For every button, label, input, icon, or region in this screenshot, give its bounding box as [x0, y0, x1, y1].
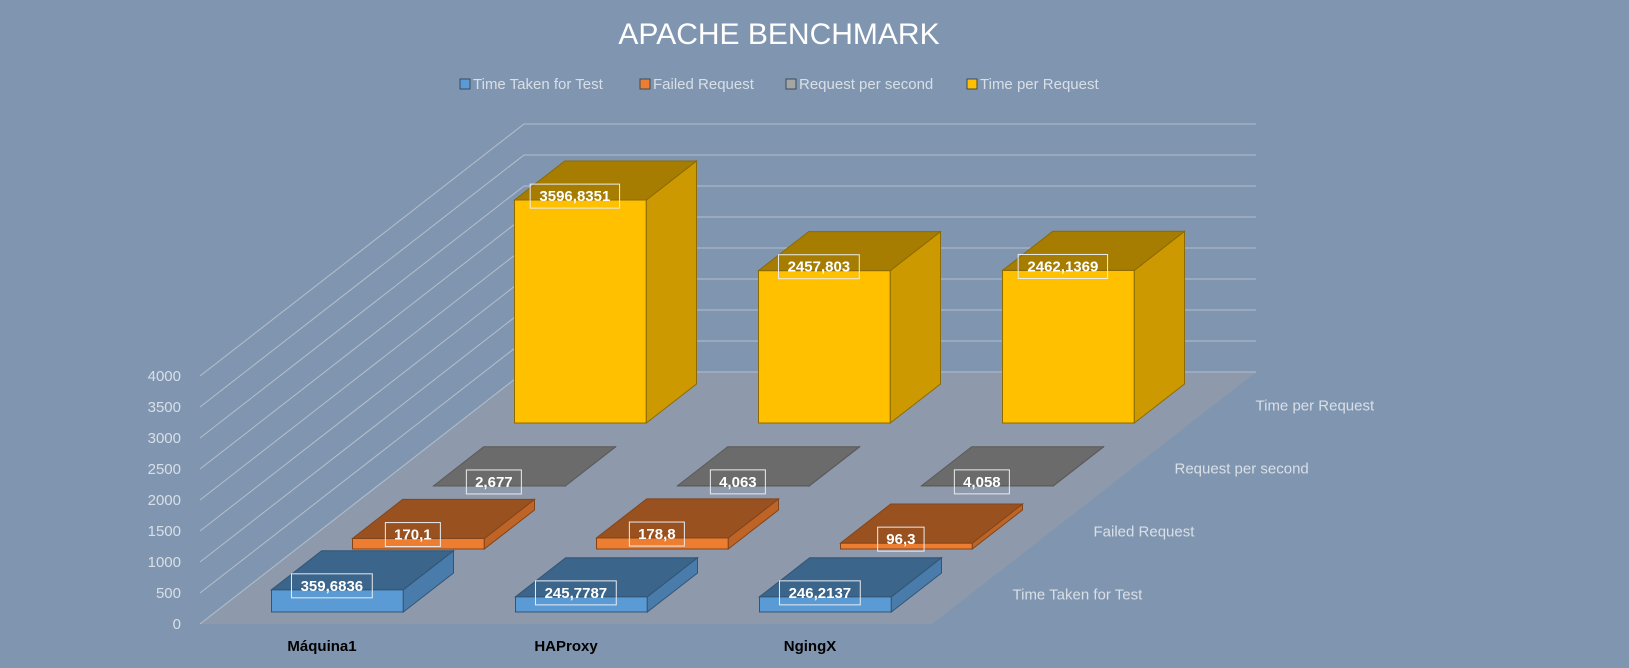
series-axis-label: Time Taken for Test — [1013, 587, 1144, 604]
data-label: 3596,8351 — [529, 183, 621, 209]
data-label-text: 4,058 — [963, 474, 1001, 491]
data-label: 2457,803 — [777, 254, 860, 280]
data-label-box — [953, 469, 1010, 495]
bar — [1001, 230, 1186, 425]
bar-front — [514, 199, 647, 424]
y-tick-label: 2000 — [148, 492, 181, 509]
gridline — [199, 123, 1256, 377]
y-tick-label: 2500 — [148, 461, 181, 478]
data-label-box — [777, 254, 860, 280]
bar-top — [514, 557, 699, 598]
bar — [432, 445, 617, 488]
data-label-text: 178,8 — [638, 526, 676, 543]
data-label: 4,063 — [709, 469, 766, 495]
legend-label: Failed Request — [653, 76, 755, 93]
y-tick-label: 4000 — [148, 368, 181, 385]
data-label: 359,6836 — [290, 573, 373, 599]
bar-top — [270, 550, 455, 591]
bar-top — [839, 503, 1024, 544]
data-label-box — [877, 526, 925, 552]
series-axis-label: Request per second — [1175, 461, 1309, 478]
category-label: Máquina1 — [287, 638, 356, 655]
bar — [513, 159, 698, 425]
legend-item: Time per Request — [966, 76, 1099, 93]
data-label: 170,1 — [384, 522, 441, 548]
legend-item: Request per second — [785, 76, 933, 93]
data-label: 178,8 — [628, 521, 685, 547]
gridline — [199, 185, 1256, 439]
y-tick-label: 3500 — [148, 399, 181, 416]
data-label-text: 3596,8351 — [539, 188, 610, 205]
bar — [839, 502, 1024, 551]
legend-item: Failed Request — [639, 76, 755, 93]
y-tick-label: 3000 — [148, 430, 181, 447]
chart-floor — [200, 372, 1256, 624]
data-label-box — [778, 580, 861, 606]
legend-item: Time Taken for Test — [459, 76, 604, 93]
data-label-box — [709, 469, 766, 495]
y-tick-label: 0 — [173, 616, 181, 633]
legend-label: Request per second — [799, 76, 933, 93]
data-label: 2462,1369 — [1017, 253, 1109, 279]
data-label: 2,677 — [465, 469, 522, 495]
bar-top — [757, 231, 942, 272]
data-label-box — [465, 469, 522, 495]
legend-swatch — [785, 78, 797, 90]
category-label: HAProxy — [534, 638, 598, 655]
legend-label: Time Taken for Test — [473, 76, 604, 93]
legend: Time Taken for Test Failed Request Request… — [459, 76, 1099, 93]
chart-title: APACHE BENCHMARK — [618, 18, 939, 51]
gridline — [199, 154, 1256, 408]
data-label-text: 2457,803 — [788, 259, 851, 276]
bar-front — [1002, 269, 1135, 424]
legend-swatch — [966, 78, 978, 90]
data-label: 4,058 — [953, 469, 1010, 495]
data-label-box — [384, 522, 441, 548]
bar-top — [758, 557, 943, 598]
bar — [758, 556, 943, 614]
legend-label: Time per Request — [980, 76, 1099, 93]
series-axis-label: Failed Request — [1094, 524, 1196, 541]
legend-swatch — [459, 78, 471, 90]
bar-side — [645, 159, 697, 425]
data-label-text: 170,1 — [394, 527, 432, 544]
bar-top — [1001, 230, 1186, 271]
category-label: NgingX — [784, 638, 837, 655]
data-label-box — [290, 573, 373, 599]
bar — [595, 497, 780, 551]
data-label-box — [628, 521, 685, 547]
data-label-text: 246,2137 — [789, 585, 852, 602]
bar-front — [758, 270, 891, 424]
data-label: 96,3 — [877, 526, 925, 552]
bar — [757, 230, 942, 425]
data-label-text: 96,3 — [886, 531, 915, 548]
floor-edge — [199, 371, 525, 625]
data-label-text: 4,063 — [719, 474, 757, 491]
title-layer: APACHE BENCHMARK — [618, 18, 939, 51]
bar — [270, 549, 455, 614]
data-label-text: 245,7787 — [545, 585, 608, 602]
legend-swatch — [639, 78, 651, 90]
data-labels: 3596,8351 2457,803 2462,1369 2,677 4,063 4,05… — [290, 183, 1109, 606]
axis-labels: 0 500 1000 1500 2000 2500 3000 3500 4000 Máquina1… — [148, 368, 1375, 655]
data-label-text: 359,6836 — [301, 578, 364, 595]
data-label-box — [1017, 253, 1109, 279]
data-label-text: 2462,1369 — [1027, 258, 1098, 275]
bar — [920, 445, 1105, 488]
data-label: 246,2137 — [778, 580, 861, 606]
y-tick-label: 500 — [156, 585, 181, 602]
y-tick-label: 1000 — [148, 554, 181, 571]
data-label-box — [529, 183, 621, 209]
data-label-text: 2,677 — [475, 474, 513, 491]
data-label: 245,7787 — [534, 580, 617, 606]
data-label-box — [534, 580, 617, 606]
bar-top — [513, 160, 698, 201]
series-axis-label: Time per Request — [1256, 398, 1375, 415]
y-tick-label: 1500 — [148, 523, 181, 540]
